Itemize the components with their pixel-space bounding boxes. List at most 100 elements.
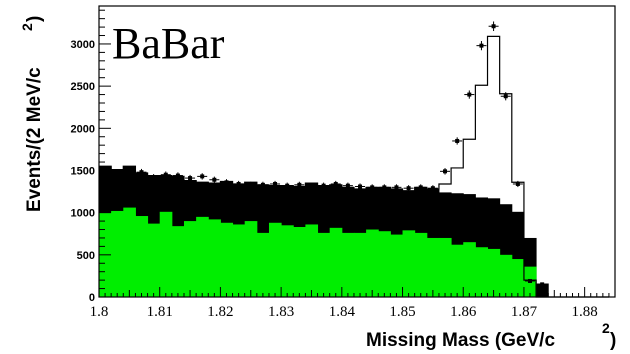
green-bar <box>317 232 331 297</box>
data-point <box>464 90 475 99</box>
data-point <box>124 170 135 178</box>
green-bar <box>329 227 343 297</box>
green-bar <box>499 254 513 297</box>
green-bar <box>414 232 428 297</box>
data-point-marker <box>455 138 460 143</box>
green-bar <box>232 224 246 297</box>
data-points-layer <box>124 21 548 287</box>
data-point-marker <box>236 181 241 186</box>
data-point <box>342 182 353 189</box>
x-tick-label: 1.86 <box>450 304 477 320</box>
data-point <box>440 168 451 175</box>
data-point-marker <box>248 182 253 187</box>
data-point <box>330 180 341 188</box>
green-bar <box>268 222 282 297</box>
green-bar <box>244 221 258 297</box>
data-point <box>427 185 438 192</box>
plot-frame <box>98 5 616 298</box>
green-bar <box>208 219 221 297</box>
green-bar <box>438 237 452 297</box>
green-bar <box>111 210 124 297</box>
x-tick-label: 1.81 <box>147 304 173 320</box>
green-bar <box>159 211 173 297</box>
data-point <box>160 171 171 178</box>
bars-layer <box>99 166 549 297</box>
green-bar <box>196 216 209 297</box>
y-axis-title: Events/(2 MeV/c 2 ) <box>19 16 45 212</box>
y-axis-ticks: 0 500 1000 1500 2000 2500 3000 <box>71 9 111 304</box>
y-axis-title-sup: 2 <box>19 23 35 31</box>
green-bar <box>135 216 149 297</box>
data-point-marker <box>382 185 387 190</box>
data-point-marker <box>163 172 168 177</box>
green-bar <box>123 207 136 297</box>
green-bar <box>293 226 306 297</box>
data-point <box>221 179 232 186</box>
green-bar <box>426 237 440 297</box>
black-bar <box>536 283 549 297</box>
y-tick-label: 1000 <box>71 208 95 220</box>
x-tick-label: 1.87 <box>511 304 538 320</box>
data-point-marker <box>515 181 520 186</box>
green-bar <box>463 242 476 297</box>
data-point-marker <box>418 185 423 190</box>
data-point-marker <box>200 174 205 179</box>
data-point-marker <box>333 181 338 186</box>
x-tick-label: 1.85 <box>389 304 415 320</box>
data-point <box>172 172 183 179</box>
x-tick-label: 1.88 <box>572 304 598 320</box>
data-point <box>355 183 366 190</box>
data-point <box>294 181 305 188</box>
data-point-marker <box>479 43 484 48</box>
data-point <box>197 173 208 180</box>
data-point-marker <box>430 186 435 191</box>
data-point <box>452 137 463 145</box>
x-axis-ticks: 1.8 1.81 1.82 1.83 1.84 1.85 1.86 1.87 1.88 <box>90 287 616 320</box>
y-tick-label: 3000 <box>71 39 95 51</box>
x-tick-label: 1.8 <box>90 304 109 320</box>
green-bar <box>171 226 185 297</box>
data-point-marker <box>212 177 217 182</box>
data-point <box>476 41 487 51</box>
data-point-marker <box>151 175 156 180</box>
y-axis-title-close: ) <box>24 16 45 22</box>
y-tick-label: 1500 <box>71 165 95 177</box>
green-bar <box>353 232 367 297</box>
data-point-marker <box>443 169 448 174</box>
green-bar <box>451 244 464 297</box>
green-bar <box>256 232 270 297</box>
data-point <box>136 168 147 176</box>
green-bar <box>220 222 234 297</box>
data-point <box>403 185 414 192</box>
data-point-marker <box>358 184 363 189</box>
data-point-marker <box>260 182 265 187</box>
data-point <box>318 182 329 189</box>
data-point <box>537 282 548 287</box>
data-point-marker <box>127 171 132 176</box>
data-point-marker <box>491 24 496 29</box>
x-axis-title-text: Missing Mass (GeV/c <box>366 330 555 351</box>
data-point-marker <box>285 183 290 188</box>
green-bar <box>305 224 319 297</box>
green-bar <box>402 230 416 297</box>
green-bar <box>341 232 355 297</box>
green-bar <box>183 221 197 297</box>
green-bar <box>475 247 489 297</box>
data-point-marker <box>394 185 399 190</box>
data-point <box>257 181 268 188</box>
total-histogram-outline <box>99 35 609 298</box>
green-bar <box>511 259 525 297</box>
data-point <box>379 184 390 191</box>
green-bar <box>487 248 501 297</box>
data-point-marker <box>175 173 180 178</box>
data-point <box>500 92 511 101</box>
green-bar <box>390 234 404 297</box>
y-tick-label: 2000 <box>71 123 95 135</box>
data-point-marker <box>321 183 326 188</box>
data-point <box>488 21 499 32</box>
data-point-marker <box>406 186 411 191</box>
green-bar <box>147 223 161 297</box>
data-point <box>367 184 378 191</box>
data-point-marker <box>139 170 144 175</box>
